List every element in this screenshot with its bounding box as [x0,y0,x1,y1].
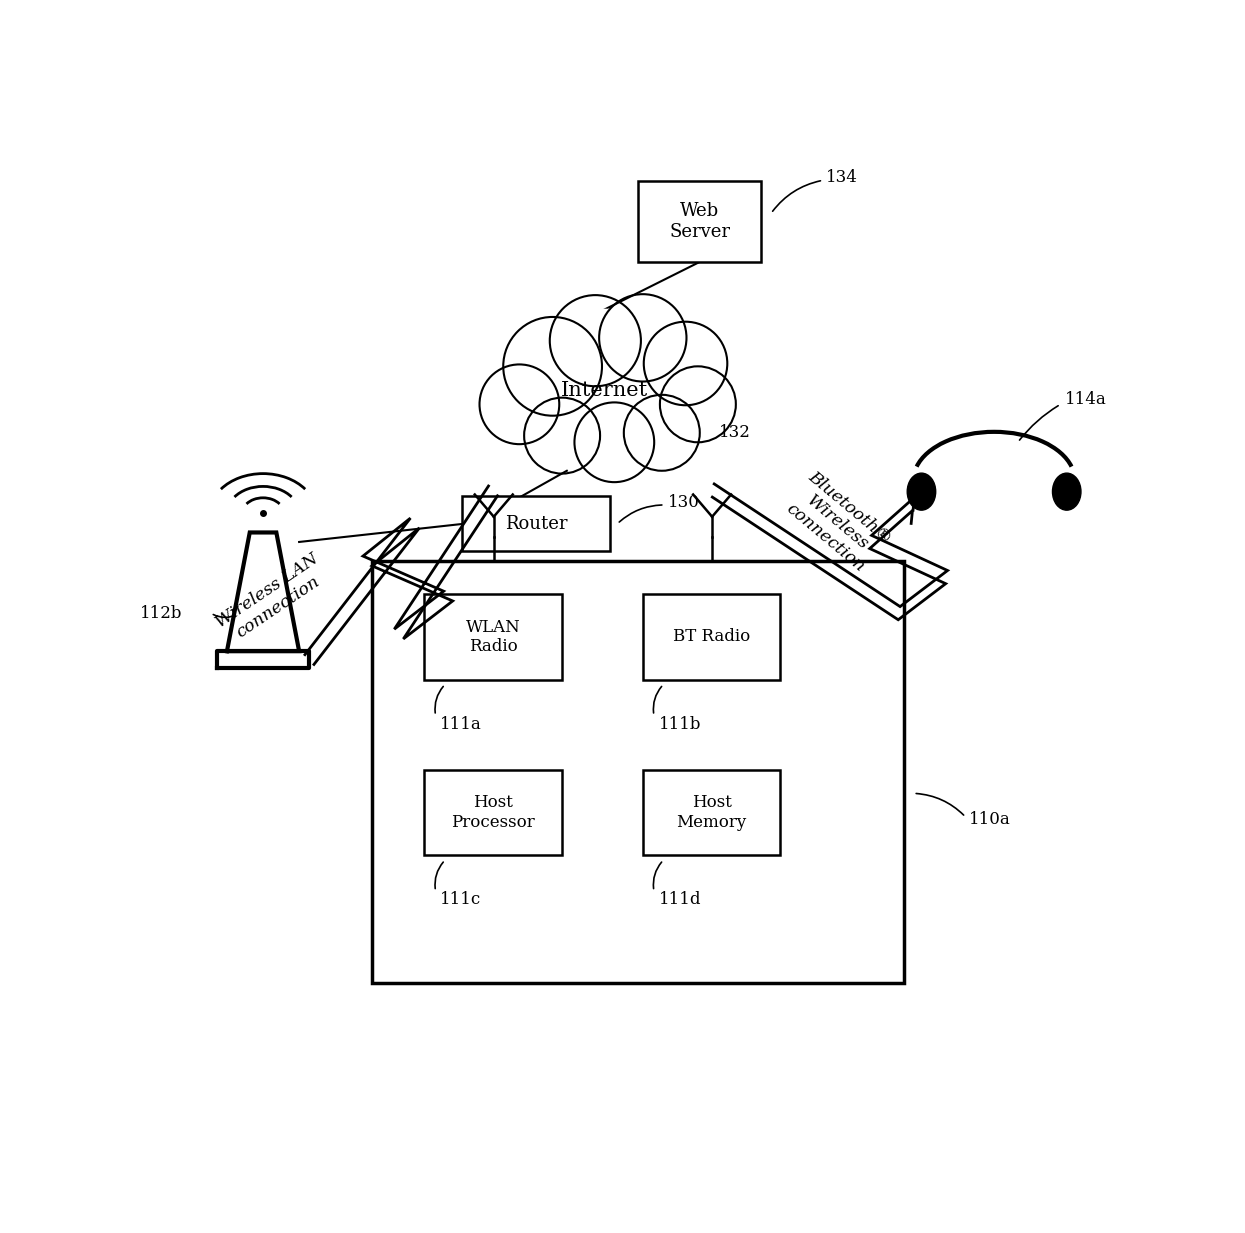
Text: Web
Server: Web Server [670,202,731,240]
Circle shape [503,317,603,416]
Bar [642,594,781,679]
Text: Host
Memory: Host Memory [676,794,747,831]
Text: 111b: 111b [659,715,701,732]
Polygon shape [218,651,309,668]
Circle shape [550,295,641,386]
Polygon shape [227,533,299,651]
Text: BT Radio: BT Radio [674,629,751,645]
Text: Wireless LAN
connection: Wireless LAN connection [213,550,332,647]
Text: Router: Router [504,515,568,533]
Text: 111d: 111d [659,891,701,909]
Text: 110a: 110a [969,811,1010,829]
Circle shape [660,366,736,443]
Text: 111a: 111a [441,715,482,732]
Text: Bluetooth®
Wireless
connection: Bluetooth® Wireless connection [779,469,895,578]
Text: 114a: 114a [1066,391,1107,408]
Text: Internet: Internet [561,381,649,399]
Ellipse shape [1052,473,1081,510]
Ellipse shape [908,473,936,510]
Circle shape [644,322,727,406]
Circle shape [574,402,654,482]
Text: 111c: 111c [441,891,482,909]
Bar [372,561,904,984]
Bar [642,769,781,856]
Text: 132: 132 [718,424,751,441]
Circle shape [479,365,559,444]
Circle shape [624,395,700,471]
Circle shape [599,295,686,381]
Circle shape [524,398,600,473]
Text: 112b: 112b [139,604,182,621]
Text: 130: 130 [667,493,700,510]
Text: Host
Processor: Host Processor [452,794,535,831]
Ellipse shape [448,309,762,471]
Text: 134: 134 [825,169,858,186]
Bar [425,594,561,679]
Bar [462,497,610,551]
Bar [425,769,561,856]
Bar [639,181,762,261]
Text: WLAN
Radio: WLAN Radio [466,619,520,655]
